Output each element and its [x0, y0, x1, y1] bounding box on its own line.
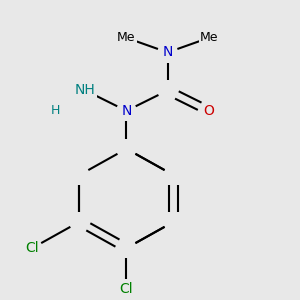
Text: H: H: [51, 104, 61, 117]
Text: Cl: Cl: [120, 282, 133, 296]
Text: N: N: [121, 104, 132, 118]
Text: NH: NH: [75, 83, 96, 98]
Text: N: N: [163, 45, 173, 59]
Text: Cl: Cl: [26, 241, 39, 255]
Text: Me: Me: [200, 31, 218, 44]
Text: Me: Me: [117, 31, 136, 44]
Text: O: O: [203, 104, 214, 118]
